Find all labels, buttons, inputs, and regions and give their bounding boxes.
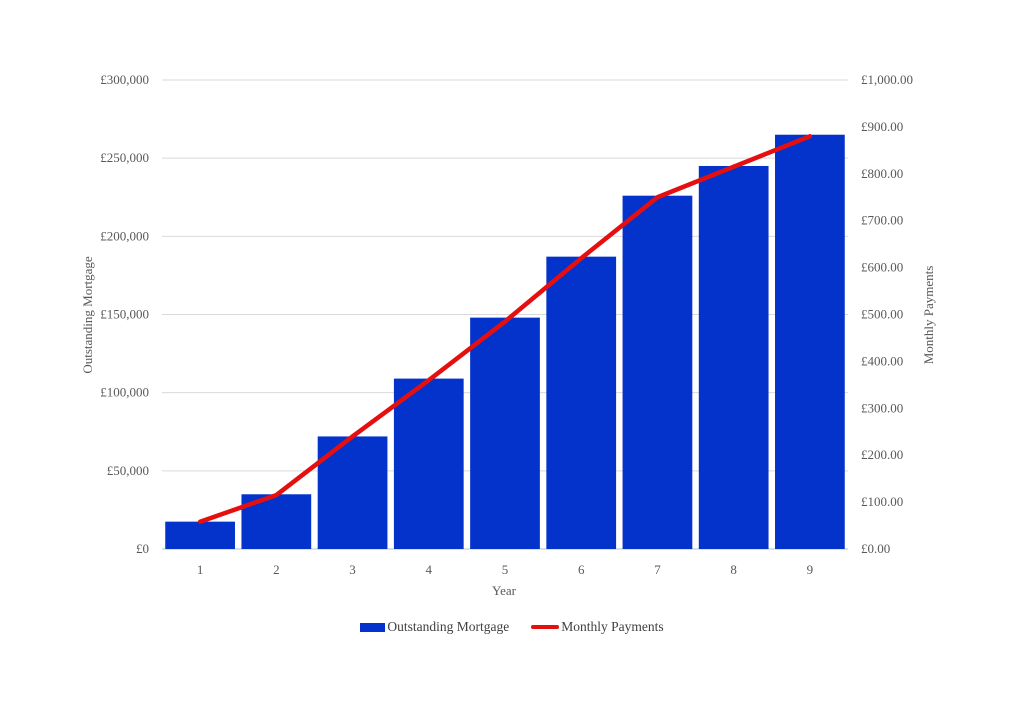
right-tick-label: £400.00 bbox=[861, 353, 903, 368]
right-tick-label: £900.00 bbox=[861, 119, 903, 134]
x-tick-label: 7 bbox=[654, 562, 661, 577]
right-tick-label: £0.00 bbox=[861, 541, 890, 556]
bar bbox=[622, 195, 693, 550]
bar bbox=[393, 378, 464, 549]
left-axis-ticks: £0 £50,000 £100,000 £150,000 £200,000 £250,00… bbox=[100, 72, 149, 556]
right-tick-label: £700.00 bbox=[861, 213, 903, 228]
y-axis-title-right: Monthly Payments bbox=[921, 266, 936, 365]
x-tick-label: 2 bbox=[273, 562, 280, 577]
legend-item-outstanding-mortgage: Outstanding Mortgage bbox=[360, 619, 509, 635]
right-tick-label: £200.00 bbox=[861, 447, 903, 462]
line-series bbox=[197, 134, 813, 525]
left-tick-label: £150,000 bbox=[100, 307, 149, 322]
left-tick-label: £300,000 bbox=[100, 72, 149, 87]
bar bbox=[698, 165, 769, 549]
x-tick-label: 9 bbox=[807, 562, 814, 577]
x-tick-label: 6 bbox=[578, 562, 585, 577]
bar bbox=[165, 521, 235, 549]
x-tick-label: 4 bbox=[426, 562, 433, 577]
right-tick-label: £800.00 bbox=[861, 166, 903, 181]
right-tick-label: £1,000.00 bbox=[861, 72, 913, 87]
x-tick-label: 3 bbox=[349, 562, 356, 577]
left-tick-label: £50,000 bbox=[107, 463, 149, 478]
bar bbox=[775, 134, 845, 549]
legend-label: Outstanding Mortgage bbox=[387, 619, 510, 634]
left-tick-label: £200,000 bbox=[100, 228, 149, 243]
y-axis-title-left: Outstanding Mortgage bbox=[80, 256, 95, 374]
legend-item-monthly-payments: Monthly Payments bbox=[531, 619, 664, 635]
x-axis-ticks: 1 2 3 4 5 6 7 8 9 bbox=[197, 562, 813, 577]
left-tick-label: £100,000 bbox=[100, 385, 149, 400]
right-tick-label: £100.00 bbox=[861, 494, 903, 509]
x-tick-label: 5 bbox=[502, 562, 509, 577]
right-tick-label: £500.00 bbox=[861, 307, 903, 322]
left-tick-label: £0 bbox=[136, 541, 149, 556]
legend-label: Monthly Payments bbox=[561, 619, 664, 634]
legend: Outstanding Mortgage Monthly Payments bbox=[0, 619, 1024, 635]
bar bbox=[470, 317, 540, 549]
legend-line-swatch bbox=[531, 625, 560, 629]
x-tick-label: 1 bbox=[197, 562, 204, 577]
right-axis-ticks: £0.00 £100.00 £200.00 £300.00 £400.00 £500.00… bbox=[861, 72, 913, 556]
bar-series bbox=[165, 134, 845, 550]
right-tick-label: £600.00 bbox=[861, 260, 903, 275]
left-tick-label: £250,000 bbox=[100, 150, 149, 165]
legend-bar-swatch bbox=[360, 622, 386, 632]
x-axis-title: Year bbox=[492, 583, 517, 598]
x-tick-label: 8 bbox=[730, 562, 737, 577]
bar bbox=[546, 256, 617, 549]
right-tick-label: £300.00 bbox=[861, 400, 903, 415]
